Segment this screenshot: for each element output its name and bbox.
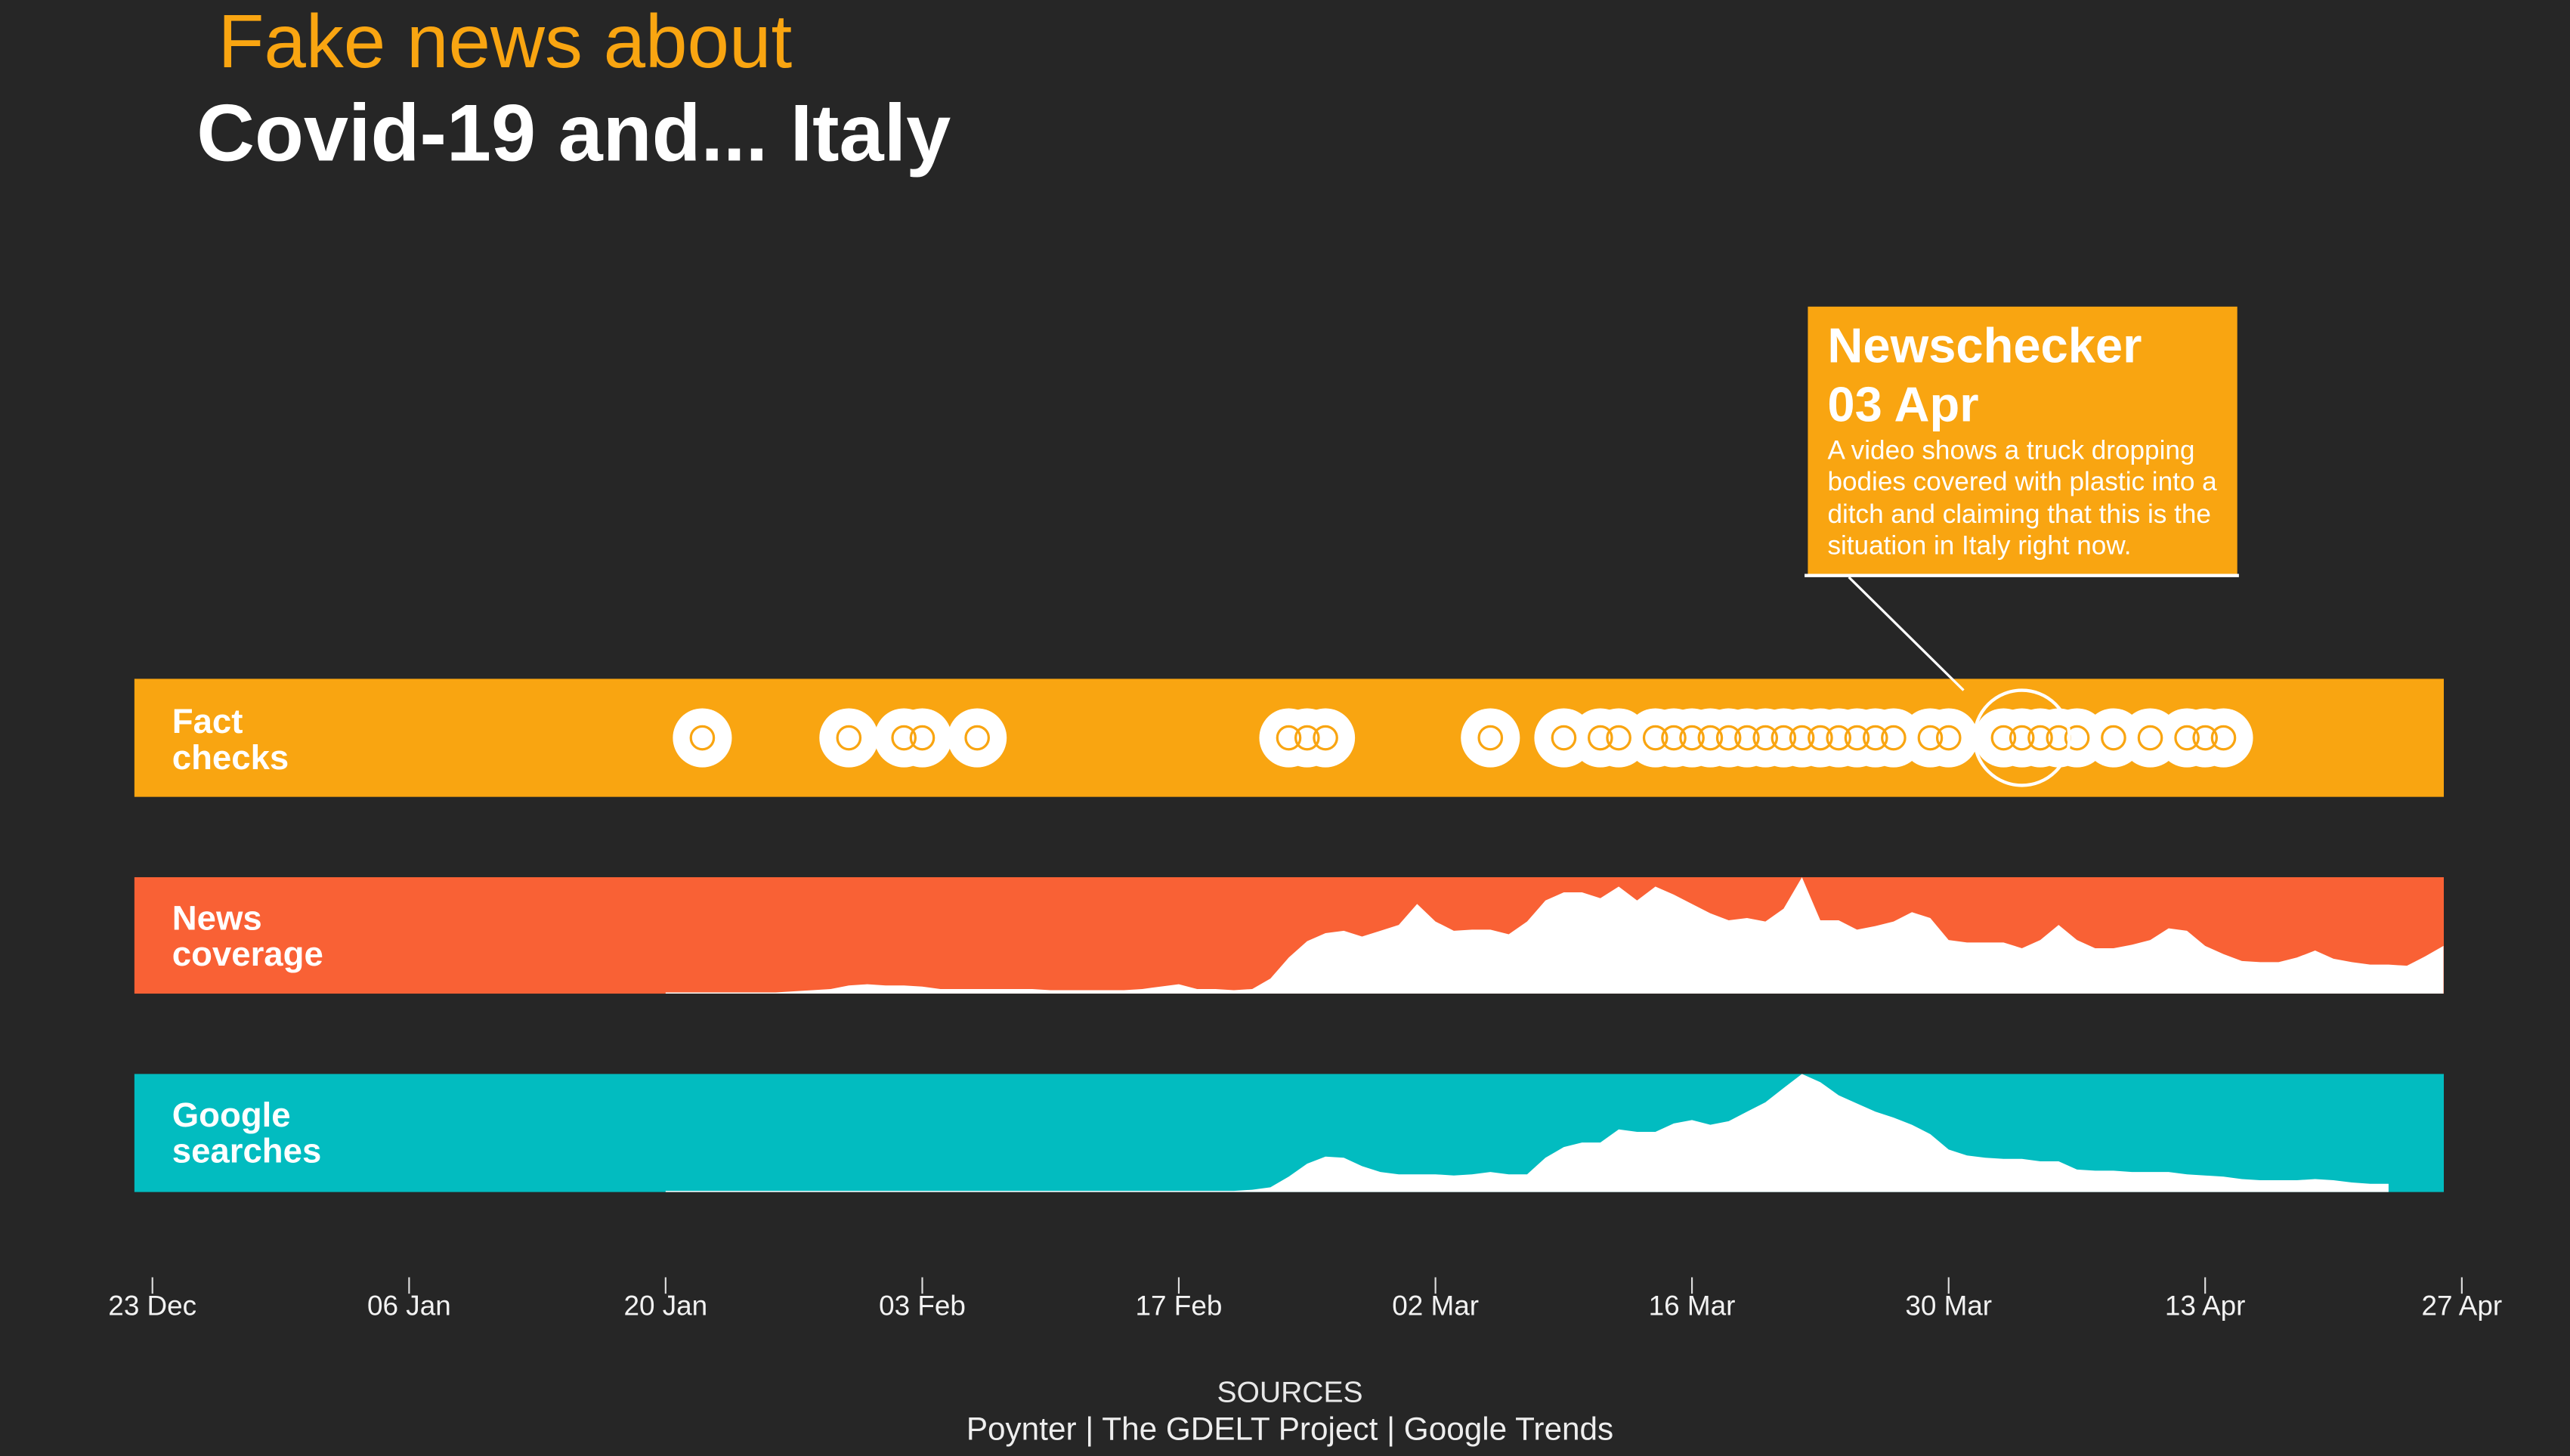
fact-check-marker-ring (1862, 725, 1888, 751)
fact-check-markers (673, 708, 2253, 768)
chart-title: Covid-19 and... Italy (196, 88, 951, 178)
highlight-ring (1972, 688, 2071, 787)
fact-check-marker[interactable] (673, 708, 732, 768)
fact-check-marker-ring (1294, 725, 1320, 751)
fact-check-marker-ring (1697, 725, 1724, 751)
fact-check-marker-ring (2210, 725, 2237, 751)
fact-check-marker-ring (1679, 725, 1705, 751)
x-tick-label: 06 Jan (367, 1290, 451, 1321)
fact-check-marker-ring (1588, 725, 1613, 751)
x-tick-label: 13 Apr (2165, 1290, 2246, 1321)
x-tick-label: 17 Feb (1136, 1290, 1223, 1321)
fact-check-marker-ring (1844, 725, 1870, 751)
fact-check-marker[interactable] (819, 708, 879, 768)
fact-check-marker-ring (1752, 725, 1779, 751)
fact-check-marker-ring (1826, 725, 1852, 751)
fact-check-marker-ring (2137, 725, 2163, 751)
news-coverage-area (665, 876, 2444, 994)
annotation-date: 03 Apr (1827, 377, 1978, 432)
fact-check-marker-ring (2174, 725, 2200, 751)
fact-check-marker[interactable] (2194, 708, 2253, 768)
fact-check-marker-ring (2027, 725, 2053, 751)
fact-check-marker[interactable] (892, 708, 952, 768)
annotation-box (1808, 306, 2238, 576)
fact-check-marker-ring (891, 725, 917, 751)
fact-check-marker-ring (2064, 725, 2090, 751)
fact-check-marker-ring (909, 725, 936, 751)
fact-check-marker-ring (1771, 725, 1797, 751)
x-tick-label: 27 Apr (2422, 1290, 2503, 1321)
fact-checks-label: Fact checks (172, 704, 289, 777)
x-tick-label: 30 Mar (1905, 1290, 1992, 1321)
fact-check-marker-ring (1715, 725, 1742, 751)
fact-check-marker-ring (2101, 725, 2126, 751)
fact-check-marker-ring (964, 725, 990, 751)
fact-check-marker[interactable] (948, 708, 1007, 768)
fact-check-marker-ring (1935, 725, 1962, 751)
fact-check-marker-ring (689, 725, 716, 751)
fact-check-marker-ring (1276, 725, 1302, 751)
fact-check-marker-rings (689, 725, 2237, 751)
google-searches-area (665, 1074, 2389, 1192)
fact-check-marker-ring (1917, 725, 1944, 751)
annotation-leader-line (1848, 576, 1965, 691)
fact-check-highlight (1972, 688, 2071, 787)
google-searches-label: Google searches (172, 1098, 322, 1170)
fact-check-marker[interactable] (1919, 708, 1978, 768)
fact-check-marker-ring (836, 725, 862, 751)
x-tick-label: 23 Dec (108, 1290, 196, 1321)
sources-heading: SOURCES (1217, 1376, 1362, 1408)
fact-check-marker[interactable] (1461, 708, 1520, 768)
x-tick-label: 02 Mar (1392, 1290, 1479, 1321)
fact-check-marker-ring (1881, 725, 1907, 751)
sources-text: Poynter | The GDELT Project | Google Tre… (966, 1411, 1613, 1446)
annotation-source: Newschecker (1827, 318, 2142, 373)
fact-check-marker-ring (1606, 725, 1631, 751)
fact-check-marker-ring (2192, 725, 2218, 751)
fact-check-marker-ring (1734, 725, 1760, 751)
fact-check-marker-ring (1551, 725, 1577, 751)
x-tick-label: 03 Feb (879, 1290, 966, 1321)
fact-check-marker-ring (1789, 725, 1815, 751)
x-axis: 23 Dec 06 Jan 20 Jan 03 Feb 17 Feb 02 Mar 16 M… (108, 1277, 2502, 1321)
x-tick-label: 20 Jan (623, 1290, 707, 1321)
fact-check-marker-ring (1313, 725, 1338, 751)
fact-check-marker-ring (1642, 725, 1668, 751)
x-tick-label: 16 Mar (1649, 1290, 1736, 1321)
annotation-text: A video shows a truck dropping bodies co… (1827, 435, 2217, 561)
news-coverage-label: News coverage (172, 901, 323, 974)
fact-check-marker-ring (1477, 725, 1504, 751)
fact-check-marker-ring (1661, 725, 1687, 751)
fact-check-marker[interactable] (1296, 708, 1356, 768)
fact-check-marker-ring (1808, 725, 1833, 751)
fact-check-marker-ring (1990, 725, 2017, 751)
chart-kicker: Fake news about (218, 0, 792, 84)
fact-check-marker-ring (2009, 725, 2035, 751)
